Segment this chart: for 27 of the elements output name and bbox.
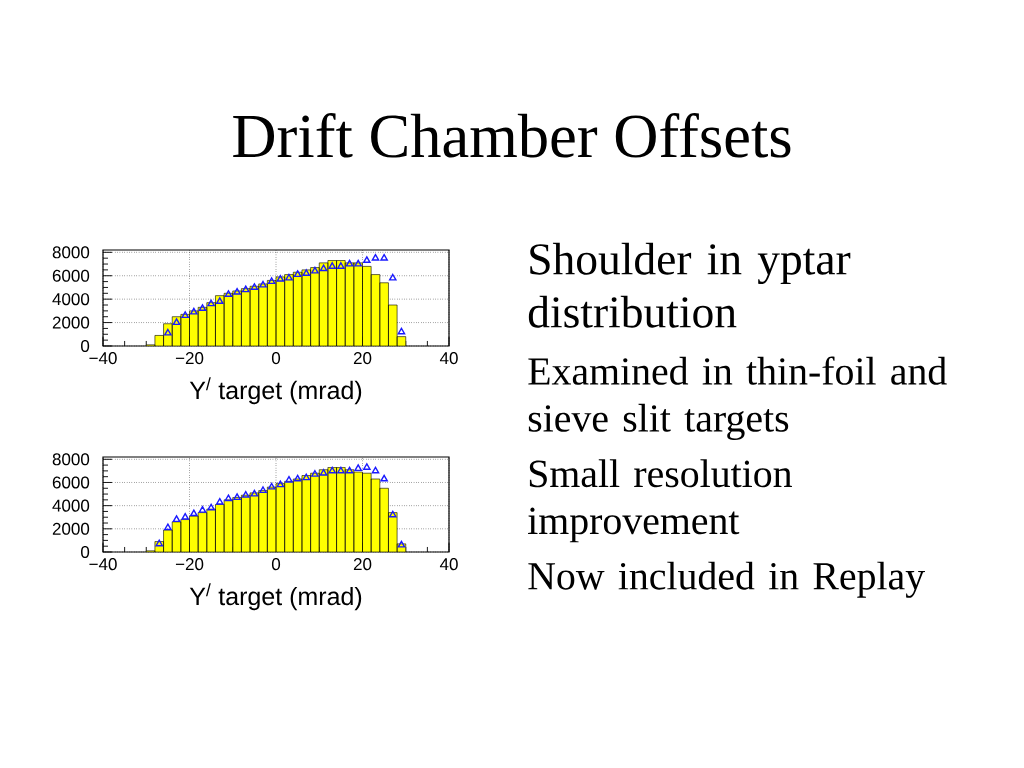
text: Examined in thin-foil and sieve slit targets bbox=[528, 356, 947, 441]
x-axis-title: Y$^{/}$ target (mrad) bbox=[189, 377, 362, 405]
x-tick-label: 40 bbox=[439, 558, 458, 571]
y-tick-label: 0 bbox=[81, 339, 90, 353]
text: Small resolution improvement bbox=[528, 459, 792, 543]
x-tick-label: −20 bbox=[175, 352, 204, 365]
x-tick-label: −40 bbox=[89, 558, 117, 571]
x-tick-label: −40 bbox=[89, 352, 117, 365]
y-tick-label: 8000 bbox=[52, 453, 90, 466]
y-tick-label: 6000 bbox=[52, 476, 90, 489]
y-tick-label: 8000 bbox=[52, 246, 90, 259]
x-tick-label: −20 bbox=[175, 558, 204, 571]
x-tick-label: 0 bbox=[271, 352, 281, 365]
x-tick-label: 0 bbox=[271, 558, 281, 571]
x-tick-label: 20 bbox=[353, 352, 372, 365]
y-tick-label: 2000 bbox=[52, 522, 90, 535]
text: Shoulder in yptar distribution bbox=[528, 242, 851, 328]
x-tick-label: 20 bbox=[353, 558, 372, 571]
x-axis-title: Y$^{/}$ target (mrad) bbox=[189, 583, 362, 611]
y-tick-label: 4000 bbox=[52, 499, 90, 512]
x-tick-label: 40 bbox=[439, 352, 458, 365]
chart-title: Drift Chamber Offsets bbox=[233, 112, 791, 158]
text: Now included in Replay bbox=[528, 561, 925, 598]
y-tick-label: 2000 bbox=[52, 316, 90, 329]
y-tick-label: 4000 bbox=[52, 293, 90, 306]
y-tick-label: 0 bbox=[81, 545, 90, 559]
y-tick-label: 6000 bbox=[52, 269, 90, 282]
